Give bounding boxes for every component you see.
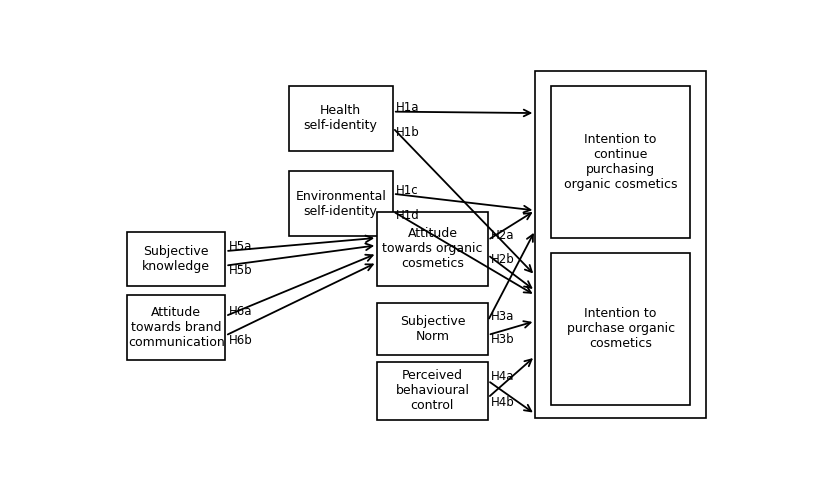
Bar [551, 253, 690, 405]
Bar [289, 171, 393, 236]
Text: H4a: H4a [491, 370, 514, 383]
Text: Subjective
knowledge: Subjective knowledge [142, 245, 211, 273]
Text: H3a: H3a [491, 310, 514, 323]
Text: Subjective
Norm: Subjective Norm [400, 315, 465, 343]
Bar [551, 86, 690, 238]
Text: Attitude
towards organic
cosmetics: Attitude towards organic cosmetics [382, 228, 483, 270]
Text: Perceived
behavioural
control: Perceived behavioural control [396, 369, 469, 413]
Text: H1b: H1b [396, 126, 419, 139]
Text: H4b: H4b [491, 396, 515, 409]
Text: H5b: H5b [228, 264, 252, 277]
Text: H6b: H6b [228, 334, 252, 347]
Text: H6a: H6a [228, 305, 252, 318]
Text: H5a: H5a [228, 240, 252, 253]
Text: Attitude
towards brand
communication: Attitude towards brand communication [128, 307, 224, 349]
Text: H1c: H1c [396, 184, 419, 197]
Text: Intention to
continue
purchasing
organic cosmetics: Intention to continue purchasing organic… [564, 133, 677, 191]
Text: Health
self-identity: Health self-identity [304, 104, 378, 132]
Text: Intention to
purchase organic
cosmetics: Intention to purchase organic cosmetics [566, 307, 675, 350]
Text: H1a: H1a [396, 101, 419, 114]
Bar [127, 295, 225, 361]
Text: H2b: H2b [491, 253, 515, 266]
Text: H2a: H2a [491, 229, 514, 242]
Bar [535, 71, 706, 418]
Bar [377, 303, 488, 355]
Text: H1d: H1d [396, 209, 419, 222]
Bar [377, 362, 488, 420]
Bar [289, 86, 393, 150]
Bar [127, 232, 225, 286]
Text: H3b: H3b [491, 333, 515, 346]
Text: Environmental
self-identity: Environmental self-identity [295, 189, 386, 217]
Bar [377, 212, 488, 286]
